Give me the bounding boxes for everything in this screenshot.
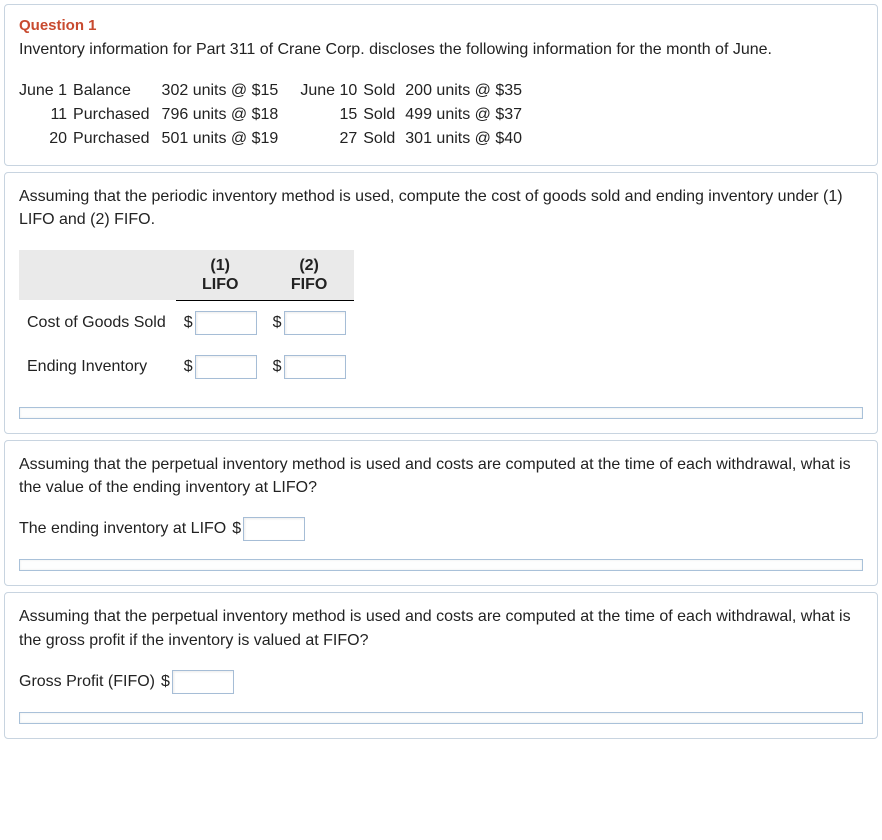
col2-num: (2): [299, 257, 319, 274]
inv-action-1: Balance: [73, 79, 162, 103]
perpetual-fifo-panel: Assuming that the perpetual inventory me…: [4, 592, 878, 738]
inventory-row: 20Purchased501 units @ $1927Sold301 unit…: [19, 127, 530, 151]
inv-units-1: 796 units @ $18: [162, 103, 297, 127]
cogs-fifo-input[interactable]: [284, 311, 346, 335]
inventory-row: June 1Balance302 units @ $15June 10Sold2…: [19, 79, 530, 103]
perpetual-lifo-label: The ending inventory at LIFO: [19, 520, 226, 538]
perpetual-lifo-panel: Assuming that the perpetual inventory me…: [4, 440, 878, 586]
col-lifo-header: (1) LIFO: [176, 250, 265, 301]
dollar-sign: $: [184, 314, 193, 332]
question-info-panel: Question 1 Inventory information for Par…: [4, 4, 878, 166]
dollar-sign: $: [184, 358, 193, 376]
progress-bar: [19, 559, 863, 571]
ending-inv-fifo-input[interactable]: [284, 355, 346, 379]
periodic-panel: Assuming that the periodic inventory met…: [4, 172, 878, 434]
row-cogs-label: Cost of Goods Sold: [19, 300, 176, 345]
row-ending-inv-label: Ending Inventory: [19, 345, 176, 389]
dollar-sign: $: [161, 673, 170, 691]
periodic-calc-table: (1) LIFO (2) FIFO Cost of Goods Sold $: [19, 250, 354, 389]
periodic-instructions: Assuming that the periodic inventory met…: [19, 185, 863, 231]
inv-date-2: 15: [296, 103, 363, 127]
inv-date-2: June 10: [296, 79, 363, 103]
question-intro: Inventory information for Part 311 of Cr…: [19, 38, 863, 61]
inv-action-1: Purchased: [73, 103, 162, 127]
col1-label: LIFO: [202, 276, 238, 293]
gross-profit-fifo-label: Gross Profit (FIFO): [19, 673, 155, 691]
inventory-table: June 1Balance302 units @ $15June 10Sold2…: [19, 79, 530, 151]
col2-label: FIFO: [291, 276, 327, 293]
inv-action-1: Purchased: [73, 127, 162, 151]
blank-header: [19, 250, 176, 301]
progress-bar: [19, 407, 863, 419]
inv-units-1: 501 units @ $19: [162, 127, 297, 151]
inv-date-1: June 1: [19, 79, 73, 103]
col1-num: (1): [210, 257, 230, 274]
perpetual-lifo-instructions: Assuming that the perpetual inventory me…: [19, 453, 863, 499]
question-label: Question 1: [19, 17, 863, 34]
inv-date-1: 20: [19, 127, 73, 151]
col-fifo-header: (2) FIFO: [265, 250, 354, 301]
inv-units-2: 200 units @ $35: [405, 79, 530, 103]
inv-action-2: Sold: [363, 127, 405, 151]
dollar-sign: $: [273, 358, 282, 376]
inv-action-2: Sold: [363, 103, 405, 127]
inventory-row: 11Purchased796 units @ $1815Sold499 unit…: [19, 103, 530, 127]
cogs-lifo-input[interactable]: [195, 311, 257, 335]
inv-units-1: 302 units @ $15: [162, 79, 297, 103]
inv-action-2: Sold: [363, 79, 405, 103]
inv-date-2: 27: [296, 127, 363, 151]
ending-inv-lifo-input[interactable]: [195, 355, 257, 379]
perpetual-fifo-instructions: Assuming that the perpetual inventory me…: [19, 605, 863, 651]
inv-units-2: 499 units @ $37: [405, 103, 530, 127]
inv-units-2: 301 units @ $40: [405, 127, 530, 151]
dollar-sign: $: [273, 314, 282, 332]
gross-profit-fifo-input[interactable]: [172, 670, 234, 694]
dollar-sign: $: [232, 520, 241, 538]
perpetual-lifo-input[interactable]: [243, 517, 305, 541]
inv-date-1: 11: [19, 103, 73, 127]
progress-bar: [19, 712, 863, 724]
